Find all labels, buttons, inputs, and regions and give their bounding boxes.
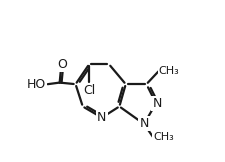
Text: Cl: Cl — [83, 84, 95, 97]
Text: CH₃: CH₃ — [158, 66, 179, 76]
Text: O: O — [57, 58, 67, 71]
Text: CH₃: CH₃ — [153, 132, 173, 142]
Text: N: N — [139, 117, 148, 130]
Text: N: N — [97, 111, 106, 124]
Text: HO: HO — [27, 78, 46, 91]
Text: N: N — [152, 97, 161, 110]
